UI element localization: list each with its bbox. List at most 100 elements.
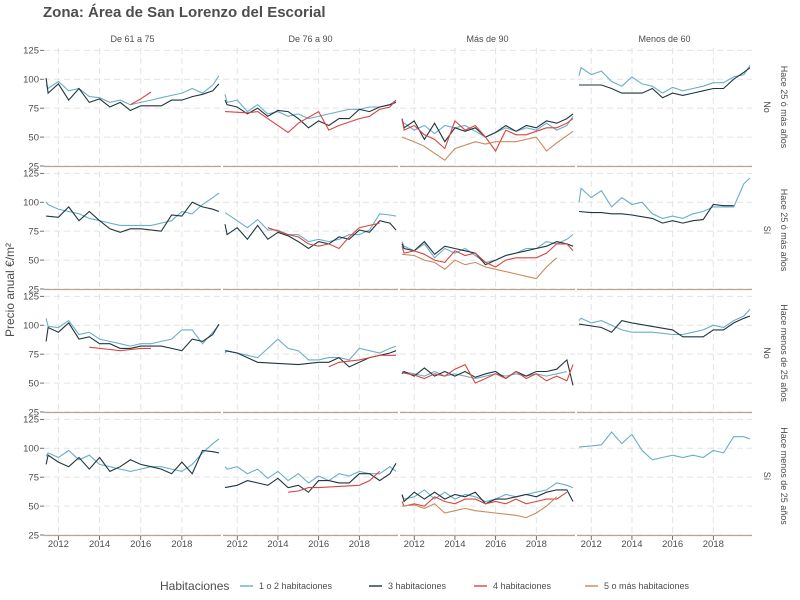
y-tick-label: 50 — [28, 501, 39, 512]
panel-r3-c2 — [400, 417, 575, 537]
y-tick-label: 75 — [28, 226, 39, 237]
x-tick-label: 2014 — [89, 539, 110, 550]
series-line-5-o-mas-habitaciones — [401, 130, 574, 161]
y-tick-label: 25 — [28, 161, 39, 172]
panel-r2-c0 — [44, 294, 221, 414]
y-tick-label: 25 — [28, 530, 39, 541]
panel-series-r3-c3 — [578, 431, 751, 461]
col-strip-menos-de-60: Menos de 60 — [638, 34, 690, 44]
series-line-4-habitaciones — [401, 363, 574, 384]
axes-layer: 2550751001252550751001252550751001252550… — [23, 46, 724, 550]
y-axis-title: Precio anual €/m² — [3, 243, 17, 337]
legend: Habitaciones 1 o 2 habitaciones 3 habitac… — [160, 579, 690, 593]
panel-series-r0-c0 — [45, 75, 220, 112]
panels-layer — [44, 48, 752, 537]
panel-r1-c3 — [577, 171, 752, 291]
series-line-1-o-2-habitaciones — [224, 338, 397, 361]
legend-item-1-o-2-habitaciones: 1 o 2 habitaciones — [240, 581, 333, 591]
y-tick-label: 50 — [28, 378, 39, 389]
x-tick-label: 2012 — [227, 539, 248, 550]
series-line-3-habitaciones — [579, 67, 751, 99]
y-tick-label: 25 — [28, 407, 39, 418]
series-line-4-habitaciones — [130, 91, 152, 106]
series-line-1-o-2-habitaciones — [578, 177, 751, 219]
panel-series-r3-c0 — [45, 438, 220, 475]
series-line-1-o-2-habitaciones — [45, 438, 220, 472]
panel-r1-c2 — [400, 171, 575, 291]
panel-series-r0-c1 — [224, 94, 397, 134]
legend-item-5-o-mas-habitaciones: 5 o más habitaciones — [585, 581, 690, 591]
legend-label: 4 habitaciones — [493, 581, 552, 591]
x-tick-label: 2012 — [581, 539, 602, 550]
panel-series-r2-c2 — [401, 358, 574, 386]
panel-r1-c0 — [44, 171, 221, 291]
y-tick-label: 50 — [28, 132, 39, 143]
x-tick-label: 2018 — [171, 539, 192, 550]
x-tick-label: 2014 — [267, 539, 288, 550]
series-line-3-habitaciones — [401, 240, 574, 266]
panel-series-r0-c2 — [401, 113, 574, 161]
series-line-1-o-2-habitaciones — [401, 482, 574, 503]
series-line-1-o-2-habitaciones — [578, 308, 751, 336]
series-line-1-o-2-habitaciones — [45, 75, 220, 106]
legend-label: 3 habitaciones — [388, 581, 447, 591]
y-tick-label: 100 — [23, 75, 39, 86]
series-line-3-habitaciones — [45, 78, 220, 112]
series-line-4-habitaciones — [328, 354, 396, 368]
panel-r3-c1 — [223, 417, 398, 537]
panel-r3-c3 — [577, 417, 752, 537]
panel-r0-c1 — [223, 48, 398, 168]
row-strip-lift: No — [762, 101, 772, 113]
facet-strips: De 61 a 75 De 76 a 90 Más de 90 Menos de 60… — [110, 34, 789, 525]
series-line-4-habitaciones — [288, 470, 381, 493]
row-strip-age: Hace menos de 25 años — [779, 304, 789, 402]
series-line-4-habitaciones — [401, 491, 568, 507]
series-line-4-habitaciones — [401, 243, 574, 268]
row-strip-age: Hace menos de 25 años — [779, 427, 789, 525]
panel-series-r2-c0 — [45, 318, 220, 352]
row-strip-lift: Sí — [762, 226, 772, 235]
series-line-4-habitaciones — [401, 118, 574, 153]
x-tick-label: 2012 — [48, 539, 69, 550]
y-tick-label: 125 — [23, 292, 39, 303]
series-line-5-o-mas-habitaciones — [401, 253, 558, 280]
series-line-3-habitaciones — [45, 322, 220, 352]
x-tick-label: 2014 — [621, 539, 642, 550]
panel-r2-c1 — [223, 294, 398, 414]
panel-series-r1-c1 — [224, 212, 397, 250]
series-line-1-o-2-habitaciones — [401, 234, 574, 263]
series-line-1-o-2-habitaciones — [578, 431, 751, 461]
series-line-3-habitaciones — [224, 220, 397, 250]
panel-series-r2-c1 — [224, 338, 397, 368]
col-strip-mas-de-90: Más de 90 — [466, 34, 508, 44]
legend-item-3-habitaciones: 3 habitaciones — [369, 581, 447, 591]
x-tick-label: 2018 — [703, 539, 724, 550]
series-line-1-o-2-habitaciones — [224, 212, 397, 243]
x-tick-label: 2016 — [485, 539, 506, 550]
series-line-1-o-2-habitaciones — [224, 94, 397, 120]
panel-series-r1-c2 — [401, 234, 574, 280]
row-strip-lift: No — [762, 347, 772, 359]
series-line-1-o-2-habitaciones — [45, 318, 220, 347]
y-tick-label: 100 — [23, 444, 39, 455]
y-tick-label: 100 — [23, 321, 39, 332]
series-line-1-o-2-habitaciones — [45, 192, 220, 226]
col-strip-de-61-a-75: De 61 a 75 — [110, 34, 154, 44]
panel-series-r1-c3 — [578, 177, 751, 224]
chart-title: Zona: Área de San Lorenzo del Escorial — [43, 4, 326, 21]
row-strip-age: Hace 25 ó más años — [779, 189, 789, 272]
row-strip-age: Hace 25 ó más años — [779, 66, 789, 149]
series-line-3-habitaciones — [46, 201, 220, 233]
panel-r0-c0 — [44, 48, 221, 168]
panel-r2-c3 — [577, 294, 752, 414]
y-tick-label: 125 — [23, 169, 39, 180]
panel-r3-c0 — [44, 417, 221, 537]
series-line-4-habitaciones — [267, 222, 380, 250]
panel-series-r0-c3 — [578, 65, 751, 99]
series-line-5-o-mas-habitaciones — [401, 496, 558, 519]
panel-series-r1-c0 — [45, 192, 220, 233]
row-strip-lift: Sí — [762, 472, 772, 481]
series-line-4-habitaciones — [89, 346, 151, 352]
y-tick-label: 75 — [28, 472, 39, 483]
series-line-4-habitaciones — [224, 99, 397, 134]
